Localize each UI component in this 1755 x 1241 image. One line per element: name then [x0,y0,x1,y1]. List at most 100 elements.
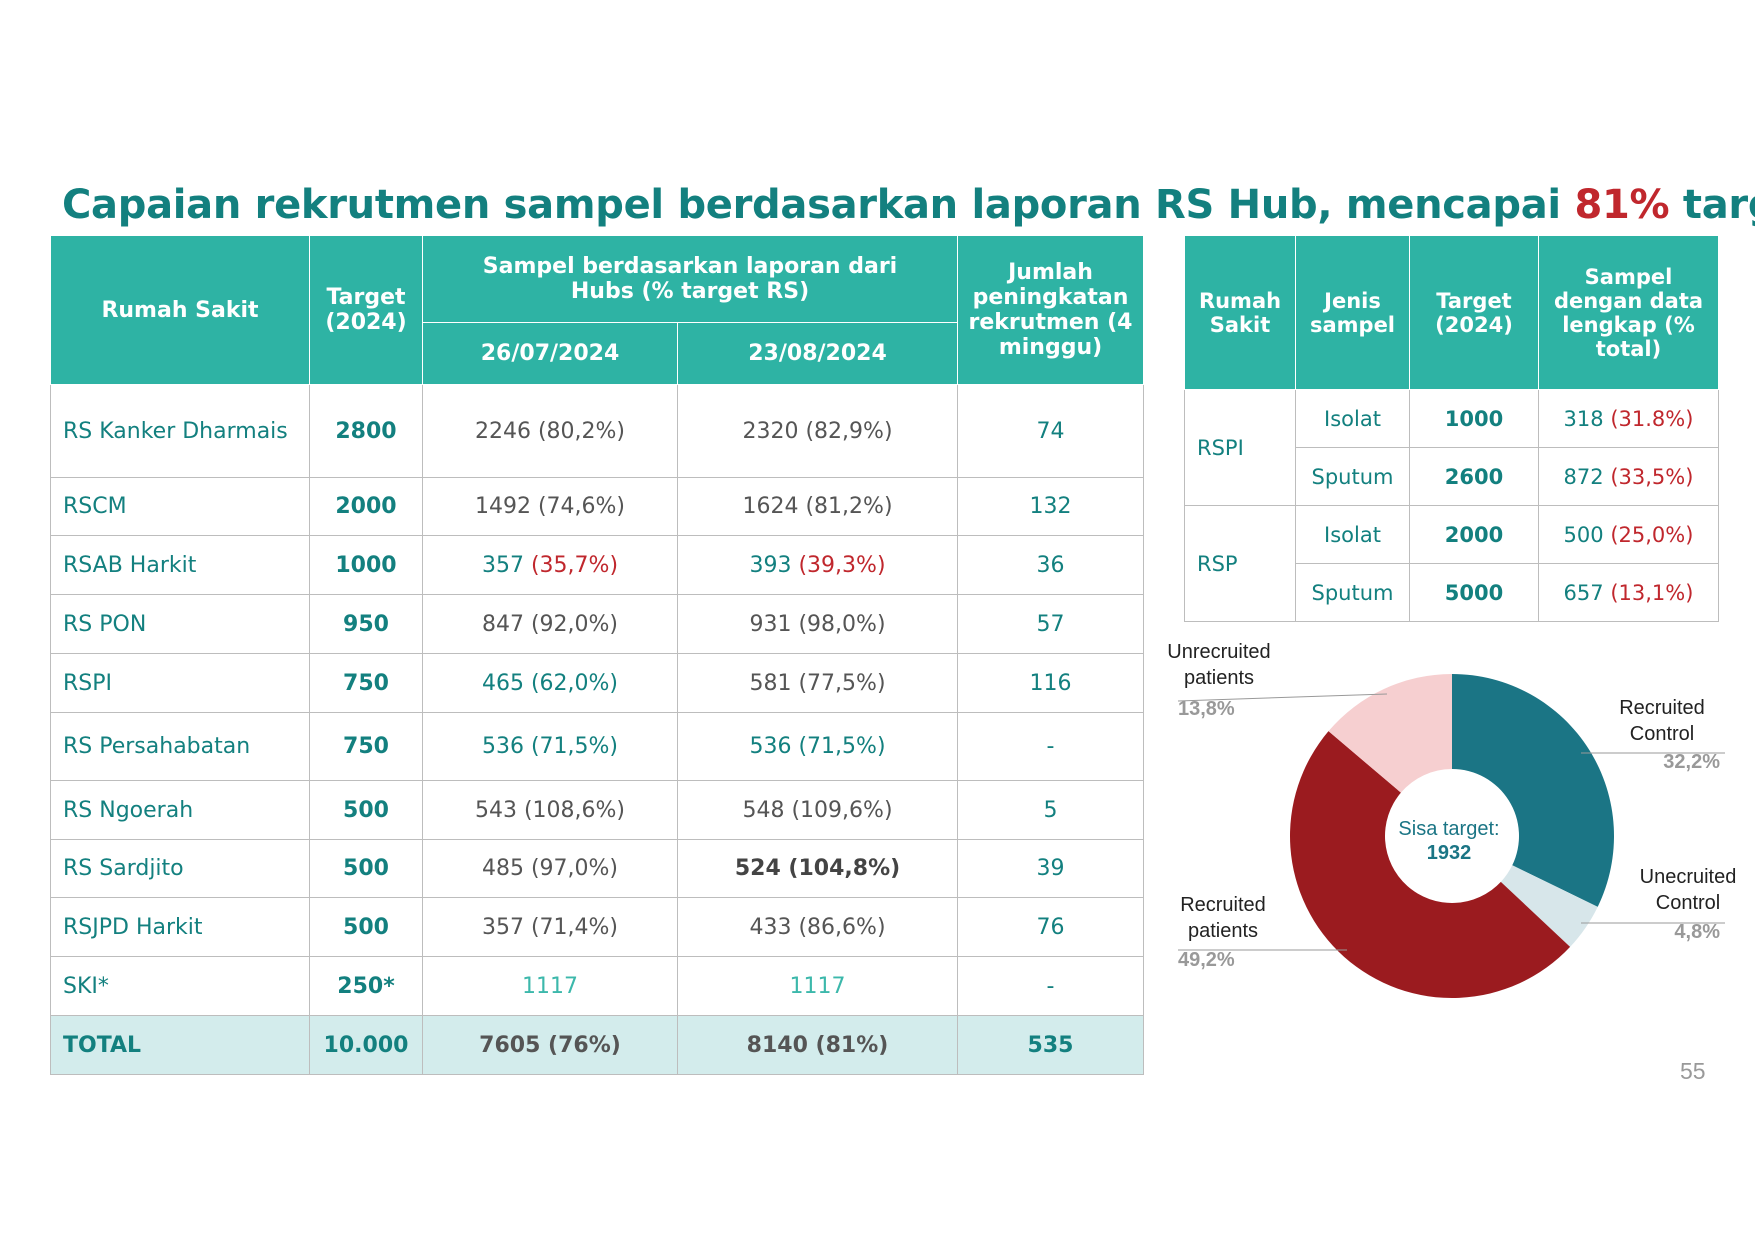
table-cell: 1117 [676,956,959,1016]
table-cell: 524 (104,8%) [676,839,959,898]
table-cell: 2800 [309,384,423,478]
center-label: Sisa target: [1398,818,1499,840]
table-cell: RSPI [50,653,310,713]
table-cell: 57 [957,594,1145,654]
table-row: Sputum 2600 872 (33,5%) [1185,447,1719,506]
cell-percent: (31.8%) [1610,406,1694,431]
table-cell: 393 (39,3%) [676,535,959,595]
header-cell: Jumlah peningkatan rekrutmen (4 minggu) [957,235,1145,385]
header-cell: Target (2024) [1409,235,1539,390]
table-cell: 536 (71,5%) [676,712,959,781]
table-cell: 74 [957,384,1145,478]
table-row: RS PON 950 847 (92,0%) 931 (98,0%) 57 [50,594,1145,654]
slice-label-line: Recruited [1180,894,1266,916]
table-cell: 847 (92,0%) [422,594,678,654]
slice-label-line: patients [1188,920,1258,942]
table-cell: 357 (71,4%) [422,897,678,957]
cell-text: 536 (71,5%) [481,734,619,759]
header-cell: Rumah Sakit [1184,235,1296,390]
table-cell: RSPI [1184,389,1296,506]
table-cell: 116 [957,653,1145,713]
donut-slice [1500,865,1598,947]
table-cell: 750 [309,712,423,781]
header-cell: Jenis sampel [1295,235,1410,390]
table-cell: 2000 [309,477,423,536]
leader-line [1177,693,1388,702]
cell-text: 524 (104,8%) [734,856,901,881]
donut-slice [1452,674,1614,907]
cell-text: 872 [1563,464,1604,489]
table-cell: 318 (31.8%) [1538,389,1719,448]
table-cell: 548 (109,6%) [676,780,959,840]
cell-text: 1117 [789,973,846,999]
table-row: RSAB Harkit 1000 357 (35,7%) 393 (39,3%) 36 [50,535,1145,595]
cell-text: 393 [749,552,792,578]
cell-percent: (35,7%) [530,552,619,578]
header-cell: 26/07/2024 [422,322,678,385]
table-row: RSJPD Harkit 500 357 (71,4%) 433 (86,6%) 76 [50,897,1145,957]
slice-label-line: Recruited [1619,697,1705,719]
table-cell: 872 (33,5%) [1538,447,1719,506]
table-cell: 535 [957,1015,1145,1075]
slice-label: Unrecruited patients [1167,641,1270,689]
donut-slice [1328,674,1452,793]
cell-text: 465 (62,0%) [481,670,619,696]
table-cell: 2246 (80,2%) [422,384,678,478]
table-row: RS Persahabatan 750 536 (71,5%) 536 (71,5%)… [50,712,1145,781]
table-cell: 1000 [1409,389,1539,448]
table-cell: RS Ngoerah [50,780,310,840]
table-cell: 536 (71,5%) [422,712,678,781]
recruitment-table: Rumah Sakit Target (2024) Sampel berdasa… [50,235,1145,1075]
cell-percent: (33,5%) [1610,464,1694,489]
table-cell: 1117 [422,956,678,1016]
cell-text: 657 [1563,580,1604,605]
table-cell: Sputum [1295,447,1410,506]
table-cell: RS PON [50,594,310,654]
table-cell: 2600 [1409,447,1539,506]
header-cell: 23/08/2024 [676,322,959,385]
table-cell: 36 [957,535,1145,595]
table-row: RS Ngoerah 500 543 (108,6%) 548 (109,6%) 5 [50,780,1145,840]
table-cell: 2000 [1409,505,1539,564]
header-cell: Sampel dengan data lengkap (% total) [1538,235,1719,390]
table-cell: 543 (108,6%) [422,780,678,840]
slice-value: 13,8% [1178,698,1235,720]
table-cell: RSAB Harkit [50,535,310,595]
cell-text: 500 [1563,522,1604,547]
cell-text: 1117 [522,973,578,999]
table-cell: Sputum [1295,563,1410,622]
table-cell: 250* [309,956,423,1016]
table-cell: SKI* [50,956,310,1016]
table-cell: 950 [309,594,423,654]
table-cell: 8140 (81%) [676,1015,959,1075]
table-cell: RSP [1184,505,1296,622]
table-cell: Isolat [1295,505,1410,564]
table-row: SKI* 250* 1117 1117- [50,956,1145,1016]
table-cell: RS Kanker Dharmais [50,384,310,478]
table-row: RSP Isolat 2000 500 (25,0%) [1184,505,1719,622]
table-row: RS Kanker Dharmais 2800 2246 (80,2%) 2320 (… [50,384,1145,478]
slice-value: 49,2% [1178,949,1235,971]
table-cell: 10.000 [309,1015,423,1075]
donut-slice [1289,731,1571,998]
table-cell: 500 (25,0%) [1538,505,1719,564]
slice-value: 4,8% [1674,921,1720,943]
table-cell: RS Persahabatan [50,712,310,781]
sample-table: Rumah Sakit Jenis sampel Target (2024) S… [1184,235,1719,622]
table-cell: 39 [957,839,1145,898]
header-cell: Sampel berdasarkan laporan dari Hubs (% … [421,235,959,323]
slice-label: Recruited Control [1619,697,1705,745]
center-value: 1932 [1427,842,1472,864]
slice-label: Unecruited Control [1640,866,1737,914]
title-text: Capaian rekrutmen sampel berdasarkan lap… [62,182,1561,228]
table-cell: RS Sardjito [50,839,310,898]
table-cell: 581 (77,5%) [676,653,959,713]
cell-text: 536 (71,5%) [749,734,886,759]
slice-label-line: Control [1630,723,1694,745]
table-row: RSPI Isolat 1000 318 (31.8%) [1184,389,1719,506]
table-row: RSCM 2000 1492 (74,6%) 1624 (81,2%) 132 [50,477,1145,536]
cell-percent: (39,3%) [798,552,886,578]
table-cell: 931 (98,0%) [676,594,959,654]
